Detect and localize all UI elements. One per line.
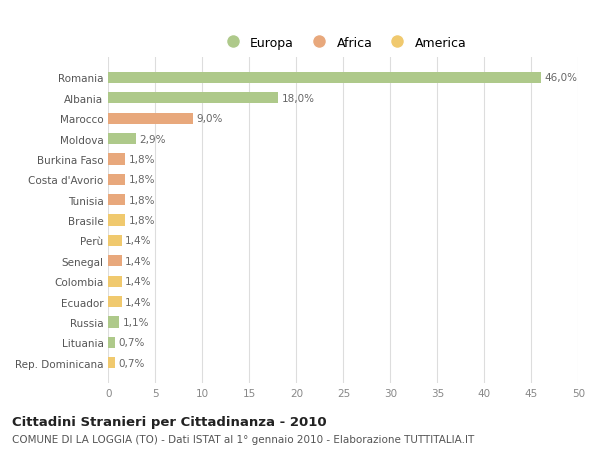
Text: 1,4%: 1,4% [125, 236, 152, 246]
Text: 18,0%: 18,0% [281, 94, 314, 104]
Bar [109, 317, 119, 328]
Text: 0,7%: 0,7% [119, 358, 145, 368]
Text: 9,0%: 9,0% [197, 114, 223, 124]
Bar [109, 174, 125, 185]
Text: 1,8%: 1,8% [129, 195, 155, 205]
Bar [109, 256, 122, 267]
Text: Cittadini Stranieri per Cittadinanza - 2010: Cittadini Stranieri per Cittadinanza - 2… [12, 415, 326, 428]
Bar [109, 235, 122, 246]
Bar [109, 357, 115, 369]
Bar [109, 73, 541, 84]
Bar [109, 93, 278, 104]
Text: 0,7%: 0,7% [119, 337, 145, 347]
Text: 1,4%: 1,4% [125, 256, 152, 266]
Text: 1,8%: 1,8% [129, 216, 155, 225]
Text: 2,9%: 2,9% [139, 134, 166, 144]
Bar [109, 297, 122, 308]
Bar [109, 113, 193, 124]
Text: COMUNE DI LA LOGGIA (TO) - Dati ISTAT al 1° gennaio 2010 - Elaborazione TUTTITAL: COMUNE DI LA LOGGIA (TO) - Dati ISTAT al… [12, 434, 474, 444]
Text: 1,4%: 1,4% [125, 297, 152, 307]
Text: 46,0%: 46,0% [545, 73, 578, 83]
Bar [109, 134, 136, 145]
Bar [109, 337, 115, 348]
Text: 1,8%: 1,8% [129, 155, 155, 165]
Text: 1,8%: 1,8% [129, 175, 155, 185]
Bar [109, 276, 122, 287]
Bar [109, 154, 125, 165]
Text: 1,1%: 1,1% [122, 317, 149, 327]
Bar [109, 195, 125, 206]
Bar [109, 215, 125, 226]
Text: 1,4%: 1,4% [125, 277, 152, 286]
Legend: Europa, Africa, America: Europa, Africa, America [215, 32, 472, 55]
